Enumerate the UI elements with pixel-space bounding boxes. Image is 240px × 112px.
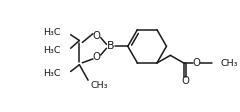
Text: CH₃: CH₃ [221,59,238,68]
Text: H₃C: H₃C [43,46,61,55]
Text: H₃C: H₃C [43,69,61,78]
Text: B: B [107,41,114,51]
Text: CH₃: CH₃ [90,81,108,89]
Text: O: O [93,31,101,41]
Text: O: O [93,52,101,62]
Text: O: O [181,76,189,86]
Text: H₃C: H₃C [43,28,61,37]
Text: O: O [192,58,201,68]
